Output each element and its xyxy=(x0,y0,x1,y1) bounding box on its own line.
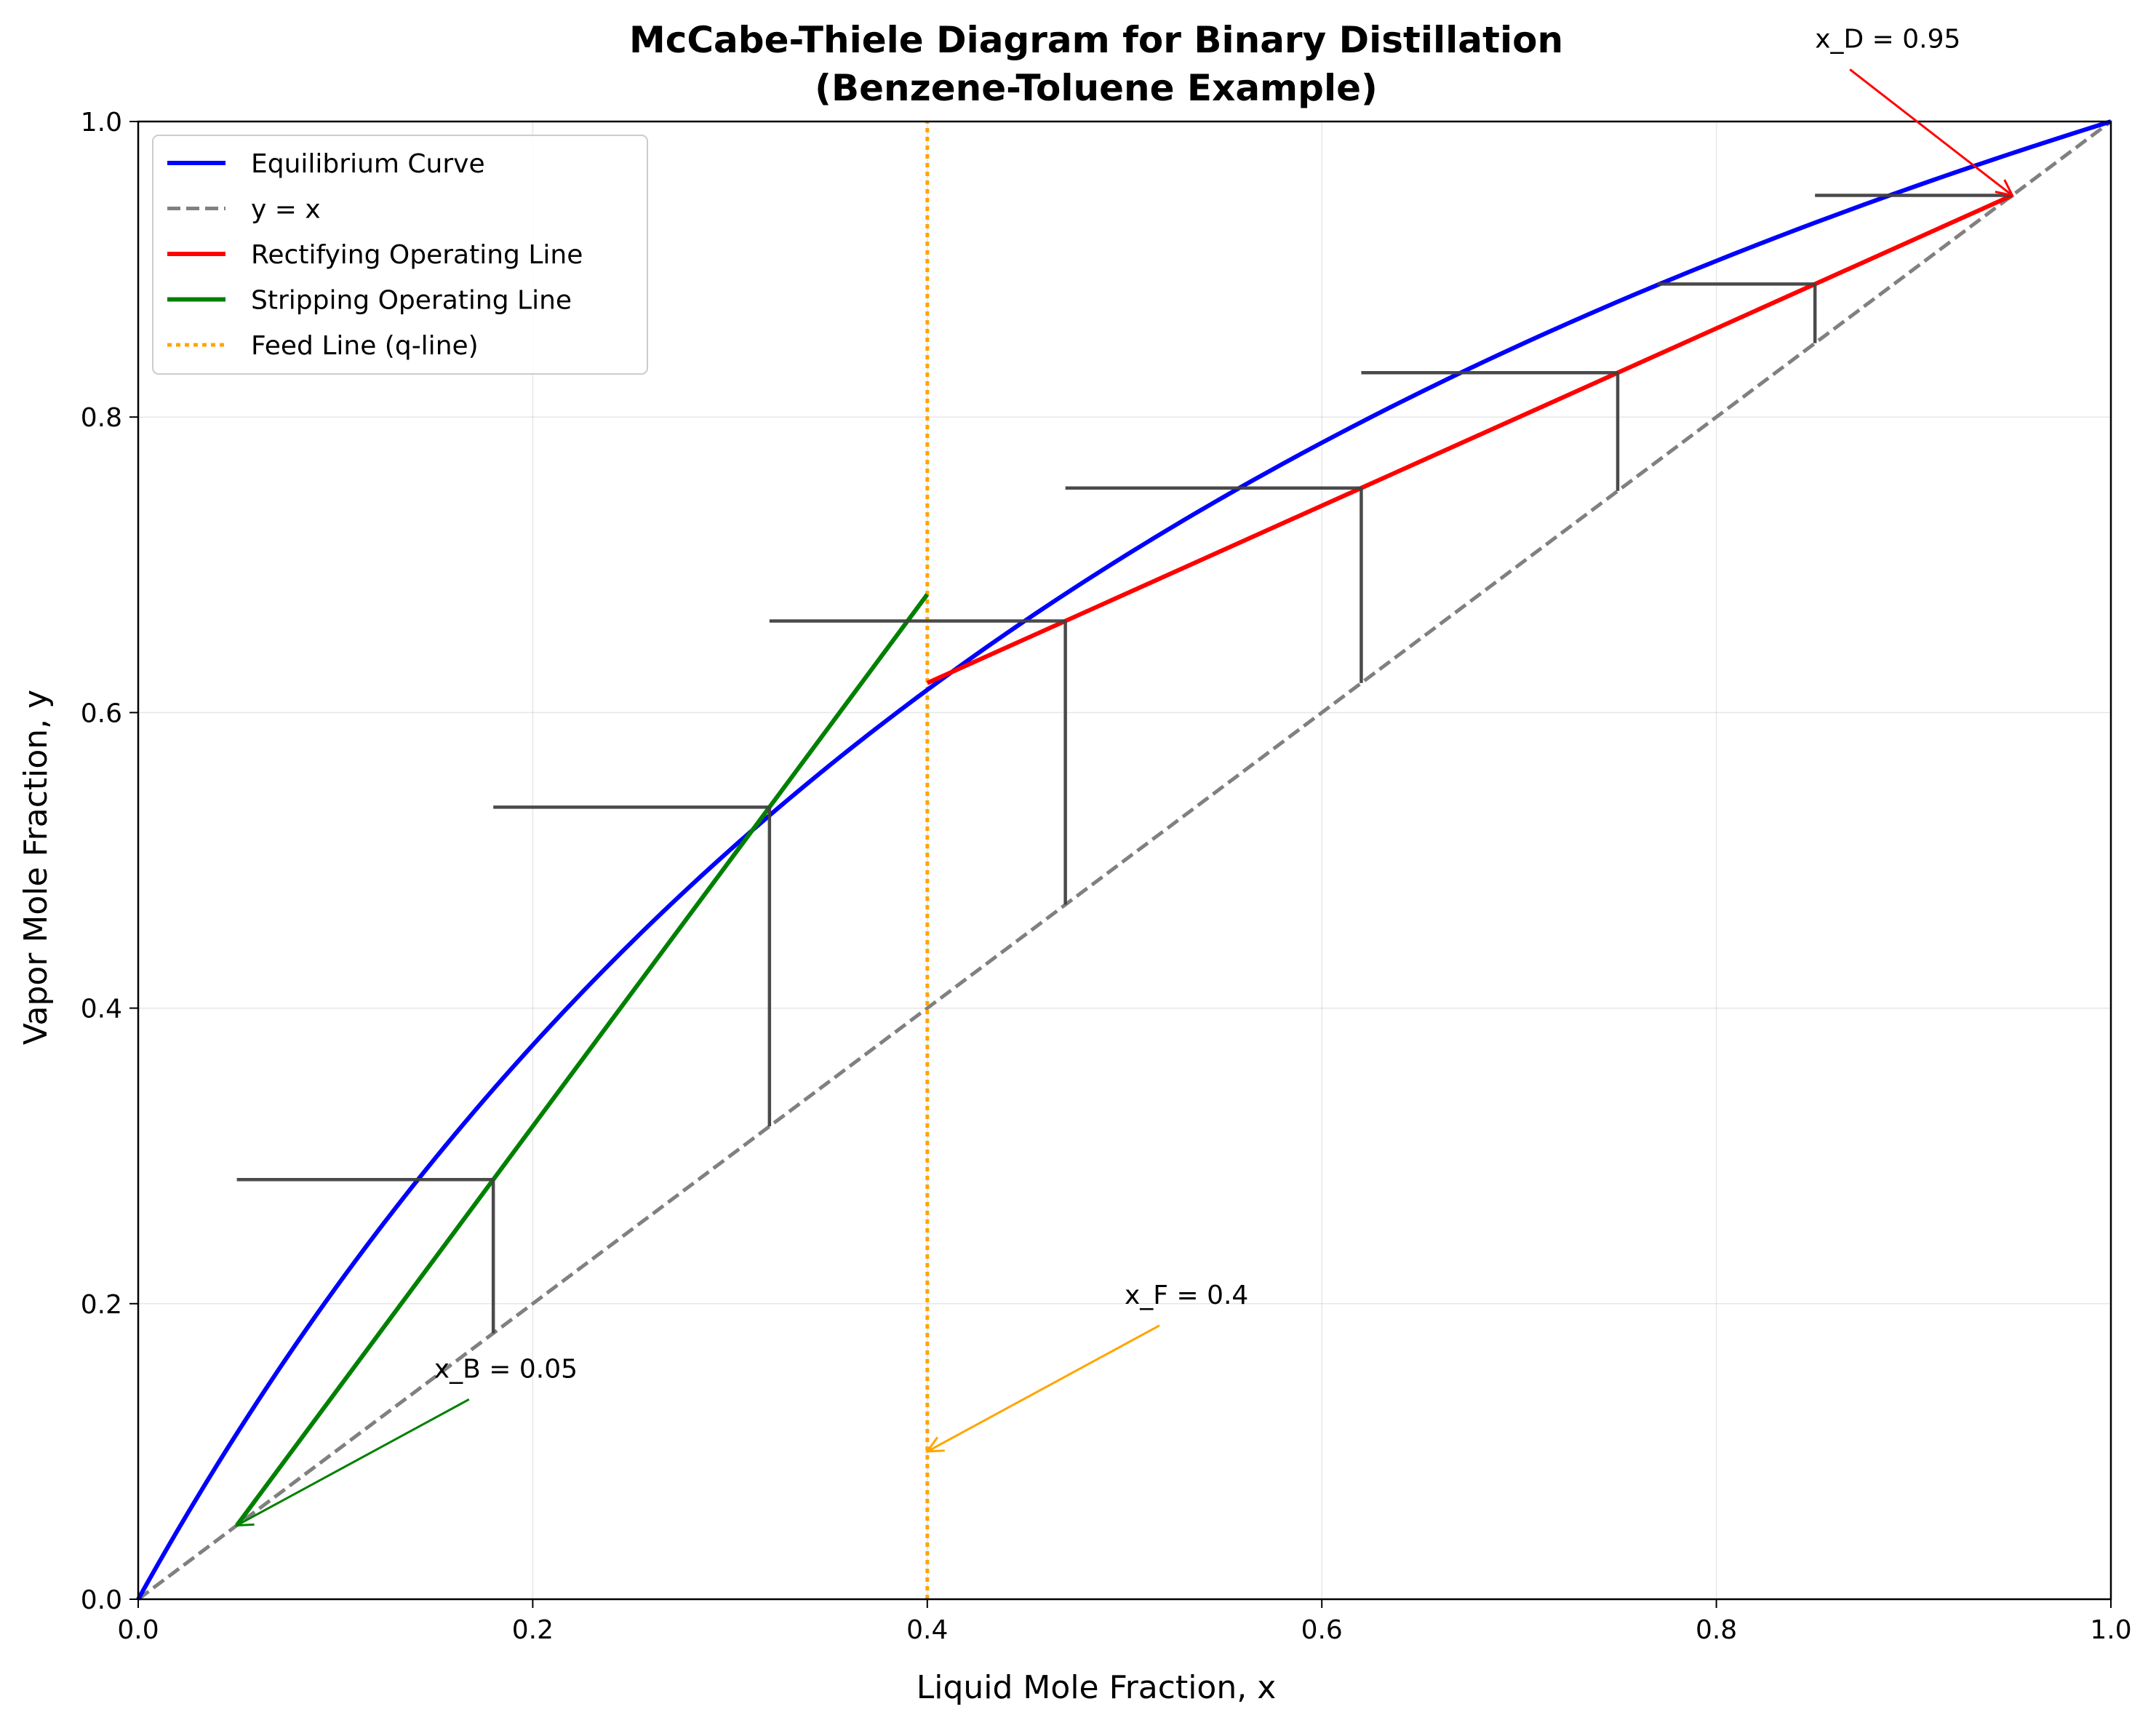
series-equilibrium-curve xyxy=(136,119,2112,1601)
x-tick-label: 0.0 xyxy=(117,1615,159,1645)
legend-entry-label[interactable]: y = x xyxy=(251,195,321,225)
x-tick-label: 0.2 xyxy=(512,1615,554,1645)
y-tick-label: 1.0 xyxy=(81,108,122,138)
annotation-arrow xyxy=(236,1398,470,1526)
annotation-arrow xyxy=(927,1324,1160,1453)
chart-subtitle: (Benzene-Toluene Example) xyxy=(815,67,1378,109)
series-rectifying-operating-line xyxy=(926,193,2013,685)
axis-ticks: 0.0 0.2 0.4 0.6 0.8 1.0 0.0 0.2 0.4 0.6 0.8 1.0 xyxy=(81,108,2132,1645)
legend[interactable]: Equilibrium Curve y = x Rectifying Operati… xyxy=(152,135,648,375)
x-tick-label: 1.0 xyxy=(2090,1615,2131,1645)
legend-box xyxy=(152,135,648,375)
series-stripping-operating-line xyxy=(235,593,930,1527)
y-axis-label: Vapor Mole Fraction, y xyxy=(17,690,55,1045)
x-tick-label: 0.8 xyxy=(1696,1615,1737,1645)
legend-entry-label[interactable]: Stripping Operating Line xyxy=(251,286,572,316)
series-y-x xyxy=(137,119,2112,1601)
annotation-arrowhead xyxy=(1995,179,2015,197)
x-axis-label: Liquid Mole Fraction, x xyxy=(917,1669,1277,1706)
legend-entry-label[interactable]: Feed Line (q-line) xyxy=(251,331,479,361)
annotation-label: x_F = 0.4 xyxy=(1125,1281,1248,1310)
annotation-arrowhead xyxy=(925,1436,945,1453)
axes-frame xyxy=(137,120,2112,1601)
chart-title: McCabe-Thiele Diagram for Binary Distill… xyxy=(629,19,1563,61)
plot-area xyxy=(136,119,2112,1601)
annotation-label: x_D = 0.95 xyxy=(1815,24,1960,54)
annotations: x_D = 0.95 x_F = 0.4 x_B = 0.05 xyxy=(234,24,2015,1527)
y-tick-label: 0.2 xyxy=(81,1290,122,1320)
annotation-arrowhead xyxy=(234,1510,255,1527)
y-tick-label: 0.6 xyxy=(81,698,122,728)
legend-entry-label[interactable]: Equilibrium Curve xyxy=(251,149,485,179)
legend-entry-label[interactable]: Rectifying Operating Line xyxy=(251,240,583,270)
y-tick-label: 0.8 xyxy=(81,403,122,433)
annotation-label: x_B = 0.05 xyxy=(434,1354,578,1384)
x-tick-label: 0.4 xyxy=(906,1615,948,1645)
y-tick-label: 0.4 xyxy=(81,995,122,1024)
y-tick-label: 0.0 xyxy=(81,1585,122,1615)
annotation-arrow xyxy=(1849,68,2013,196)
x-tick-label: 0.6 xyxy=(1301,1615,1343,1645)
